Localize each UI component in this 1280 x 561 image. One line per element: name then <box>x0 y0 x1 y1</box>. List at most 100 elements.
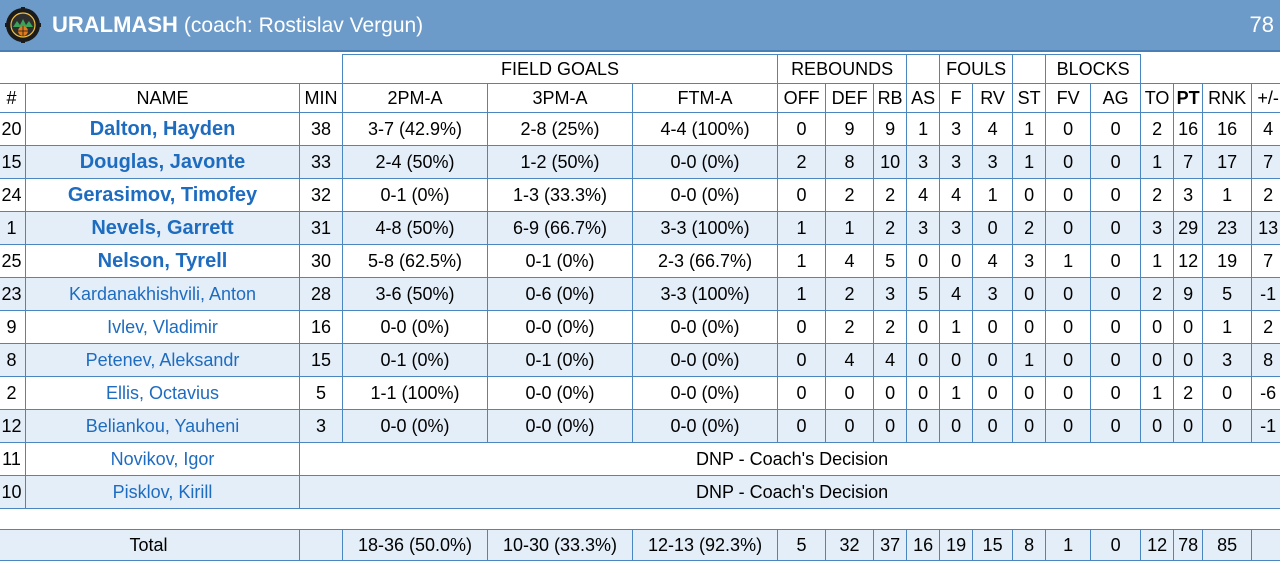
stat-pt: 16 <box>1174 113 1203 146</box>
player-name-link[interactable]: Novikov, Igor <box>111 449 215 469</box>
player-name-link[interactable]: Gerasimov, Timofey <box>68 184 257 206</box>
stat-min: 30 <box>300 245 343 278</box>
stat-st: 1 <box>1013 344 1046 377</box>
total-st: 8 <box>1013 530 1046 561</box>
col-st: ST <box>1013 84 1046 113</box>
stat-ft: 2-3 (66.7%) <box>633 245 778 278</box>
stat-as: 0 <box>907 311 940 344</box>
player-name-link[interactable]: Petenev, Aleksandr <box>86 350 240 370</box>
stat-min: 5 <box>300 377 343 410</box>
stat-off: 1 <box>778 212 826 245</box>
stat-p3: 1-3 (33.3%) <box>488 179 633 212</box>
player-number: 10 <box>0 476 26 509</box>
stat-as: 5 <box>907 278 940 311</box>
stat-fv: 0 <box>1046 179 1091 212</box>
player-name-link[interactable]: Dalton, Hayden <box>90 118 236 140</box>
stat-ft: 0-0 (0%) <box>633 179 778 212</box>
col-min: MIN <box>300 84 343 113</box>
stat-rb: 10 <box>874 146 907 179</box>
stat-rv: 0 <box>973 377 1013 410</box>
stat-p3: 0-1 (0%) <box>488 344 633 377</box>
stat-rnk: 19 <box>1203 245 1252 278</box>
player-name-link[interactable]: Kardanakhishvili, Anton <box>69 284 256 304</box>
total-to: 12 <box>1141 530 1174 561</box>
stat-p2: 0-1 (0%) <box>343 179 488 212</box>
stat-to: 2 <box>1141 113 1174 146</box>
stat-ft: 4-4 (100%) <box>633 113 778 146</box>
stat-to: 2 <box>1141 179 1174 212</box>
stat-p3: 0-0 (0%) <box>488 311 633 344</box>
player-name-link[interactable]: Nevels, Garrett <box>91 217 233 239</box>
stat-rv: 3 <box>973 146 1013 179</box>
stat-rb: 2 <box>874 179 907 212</box>
stat-ag: 0 <box>1091 377 1141 410</box>
stat-f: 3 <box>940 212 973 245</box>
stat-pt: 0 <box>1174 410 1203 443</box>
stat-fv: 1 <box>1046 245 1091 278</box>
stat-ft: 0-0 (0%) <box>633 410 778 443</box>
stat-rb: 2 <box>874 311 907 344</box>
coach-label: (coach: Rostislav Vergun) <box>184 14 423 37</box>
stat-rb: 5 <box>874 245 907 278</box>
stat-p3: 0-1 (0%) <box>488 245 633 278</box>
dnp-note: DNP - Coach's Decision <box>300 476 1280 509</box>
stat-off: 2 <box>778 146 826 179</box>
stat-rv: 1 <box>973 179 1013 212</box>
stat-as: 3 <box>907 146 940 179</box>
group-blank <box>0 55 343 84</box>
stat-fv: 0 <box>1046 113 1091 146</box>
stat-to: 1 <box>1141 245 1174 278</box>
stat-p2: 4-8 (50%) <box>343 212 488 245</box>
stat-as: 0 <box>907 245 940 278</box>
col-rnk: RNK <box>1203 84 1252 113</box>
stat-rb: 2 <box>874 212 907 245</box>
stat-fv: 0 <box>1046 410 1091 443</box>
stat-fv: 0 <box>1046 344 1091 377</box>
col-rb: RB <box>874 84 907 113</box>
player-name-link[interactable]: Nelson, Tyrell <box>98 250 228 272</box>
stat-p2: 5-8 (62.5%) <box>343 245 488 278</box>
stat-pm: -1 <box>1252 278 1280 311</box>
player-name-link[interactable]: Ellis, Octavius <box>106 383 219 403</box>
stat-ag: 0 <box>1091 146 1141 179</box>
stat-as: 4 <box>907 179 940 212</box>
player-name-link[interactable]: Beliankou, Yauheni <box>86 416 239 436</box>
stat-pm: -6 <box>1252 377 1280 410</box>
player-name-link[interactable]: Ivlev, Vladimir <box>107 317 218 337</box>
player-name-cell: Ellis, Octavius <box>26 377 300 410</box>
total-off: 5 <box>778 530 826 561</box>
stat-min: 28 <box>300 278 343 311</box>
stat-def: 8 <box>826 146 874 179</box>
total-min <box>300 530 343 561</box>
player-name-cell: Pisklov, Kirill <box>26 476 300 509</box>
stat-p3: 0-0 (0%) <box>488 410 633 443</box>
player-name-cell: Nelson, Tyrell <box>26 245 300 278</box>
stat-ft: 0-0 (0%) <box>633 377 778 410</box>
player-name-link[interactable]: Douglas, Javonte <box>80 151 246 173</box>
spacer-row <box>0 509 1280 530</box>
stat-rnk: 5 <box>1203 278 1252 311</box>
stat-pm: 8 <box>1252 344 1280 377</box>
stat-p3: 1-2 (50%) <box>488 146 633 179</box>
stat-ag: 0 <box>1091 344 1141 377</box>
stat-rnk: 1 <box>1203 311 1252 344</box>
stat-as: 3 <box>907 212 940 245</box>
stat-p2: 3-6 (50%) <box>343 278 488 311</box>
player-name-cell: Douglas, Javonte <box>26 146 300 179</box>
player-name-link[interactable]: Pisklov, Kirill <box>113 482 213 502</box>
stat-as: 1 <box>907 113 940 146</box>
col-def: DEF <box>826 84 874 113</box>
player-number: 2 <box>0 377 26 410</box>
total-p2: 18-36 (50.0%) <box>343 530 488 561</box>
dnp-player-row: 10 Pisklov, Kirill DNP - Coach's Decision <box>0 476 1280 509</box>
col-ag: AG <box>1091 84 1141 113</box>
stat-st: 0 <box>1013 377 1046 410</box>
team-name: URALMASH <box>52 12 178 37</box>
total-f: 19 <box>940 530 973 561</box>
stat-pt: 0 <box>1174 344 1203 377</box>
stat-as: 0 <box>907 377 940 410</box>
